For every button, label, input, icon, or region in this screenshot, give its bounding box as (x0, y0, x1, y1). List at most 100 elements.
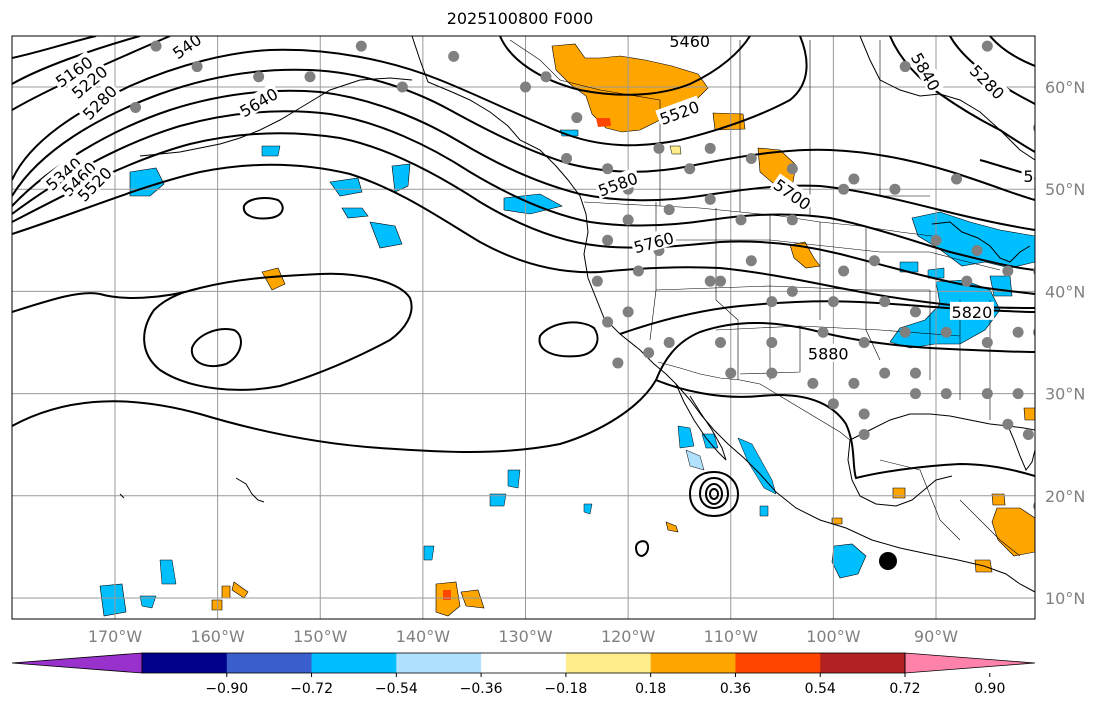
station-dot (879, 367, 891, 379)
contour-label-background (1021, 165, 1035, 184)
latitude-label: 20°N (1045, 487, 1085, 506)
negative-anomaly-region (139, 595, 157, 609)
colorbar-extend-min (11, 652, 143, 674)
station-dot (725, 367, 737, 379)
state-boundary (715, 325, 961, 337)
station-dot (848, 377, 860, 389)
map-background (12, 36, 1035, 619)
contour-5580-loop (242, 197, 284, 220)
station-dot (704, 275, 716, 287)
longitude-label: 170°W (88, 627, 143, 646)
contour-5460-west (12, 89, 1035, 231)
station-dot (838, 265, 850, 277)
state-boundary (656, 239, 881, 253)
positive-anomaly-region (669, 145, 682, 155)
station-dot (130, 101, 142, 113)
negative-anomaly-region (899, 261, 919, 273)
contour-label-text: 54 (1023, 167, 1043, 186)
negative-anomaly-region (831, 543, 867, 579)
station-dot (304, 71, 316, 83)
station-dot (571, 112, 583, 124)
colorbar-tick-label: −0.54 (375, 681, 418, 697)
colorbar-segment (650, 653, 736, 673)
contour-5160 (12, 36, 97, 59)
mexico-state-boundary (879, 459, 961, 541)
station-dot (1002, 265, 1014, 277)
longitude-labels: 170°W 160°W 150°W 140°W 130°W 120°W 110°W 100°W… (88, 627, 958, 646)
state-boundary (715, 208, 739, 380)
latitude-labels: 60°N 50°N 40°N 30°N 20°N 10°N (1045, 78, 1085, 608)
negative-anomaly-region (159, 559, 177, 585)
contour-5580 (12, 132, 1035, 295)
station-dot (1022, 428, 1034, 440)
positive-anomaly-region (991, 507, 1035, 557)
station-dot (858, 337, 870, 348)
station-dot (858, 408, 870, 420)
contour-label-background (50, 50, 97, 91)
map-frame (11, 35, 1036, 620)
station-dot (981, 388, 993, 400)
station-dot (786, 214, 798, 226)
map-title: 2025100800 F000 (446, 9, 594, 28)
colorbar-segment (735, 653, 821, 673)
geopotential-contours (12, 36, 1035, 558)
contour-north-loop (499, 36, 751, 96)
contour-label-background (769, 173, 817, 214)
station-dot (355, 40, 367, 52)
contour-label: 54 (1021, 165, 1043, 186)
colorbar: −0.90 −0.72 −0.54 −0.36 −0.18 0.18 0.36 0.54 0.7… (11, 652, 1036, 697)
colorbar-tick-label: −0.90 (205, 681, 248, 697)
longitude-label: 160°W (190, 627, 245, 646)
positive-anomaly-region (1023, 407, 1035, 421)
contour-5880-south (655, 379, 1035, 480)
longitude-label: 110°W (704, 627, 759, 646)
contour-label-background (655, 95, 703, 128)
station-dot (899, 326, 911, 338)
colorbar-tick-label: 0.54 (805, 681, 836, 697)
positive-anomaly-region (757, 147, 797, 185)
state-boundary (880, 251, 1001, 271)
contour-label-text: 5820 (952, 303, 993, 322)
station-dot (602, 234, 614, 246)
negative-anomaly-region (329, 177, 363, 197)
negative-anomaly-region (911, 211, 1035, 269)
negative-anomaly-region (99, 583, 127, 617)
positive-anomaly-region (712, 112, 746, 131)
contour-label-background (66, 60, 112, 103)
station-dot (786, 285, 798, 297)
station-dot (704, 193, 716, 205)
contour-hurricane-2 (698, 476, 730, 510)
station-dot (981, 40, 993, 52)
station-dot (714, 337, 726, 348)
station-markers (130, 40, 1035, 511)
colorbar-tick-label: −0.36 (460, 681, 503, 697)
station-dot (622, 214, 634, 226)
colorbar-segment (565, 653, 652, 673)
contour-5640 (12, 163, 1035, 309)
station-dot (448, 50, 460, 62)
station-dot (745, 153, 757, 165)
colorbar-extend-max (904, 652, 1036, 674)
contour-label-background (167, 36, 206, 63)
contour-label-background (907, 47, 946, 95)
longitude-label: 90°W (914, 627, 958, 646)
station-dot (858, 428, 870, 440)
negative-anomaly-region (759, 505, 769, 517)
contour-label-background (56, 156, 101, 201)
longitude-label: 150°W (293, 627, 348, 646)
contour-label: 5880 (806, 343, 851, 364)
map-content: 5160522052805405640534054605520546055205… (12, 36, 1043, 619)
positive-anomaly-region (991, 493, 1006, 506)
station-dot (889, 183, 901, 195)
station-dot (807, 377, 819, 389)
latitude-label: 50°N (1045, 180, 1085, 199)
contour-northeast-3 (989, 36, 1035, 67)
latitude-label: 10°N (1045, 589, 1085, 608)
longitude-label: 120°W (601, 627, 656, 646)
negative-anomaly-region (489, 493, 507, 507)
station-dot (714, 275, 726, 287)
station-dot (909, 388, 921, 400)
positive-anomaly-region (460, 589, 485, 609)
station-dot (150, 40, 162, 52)
